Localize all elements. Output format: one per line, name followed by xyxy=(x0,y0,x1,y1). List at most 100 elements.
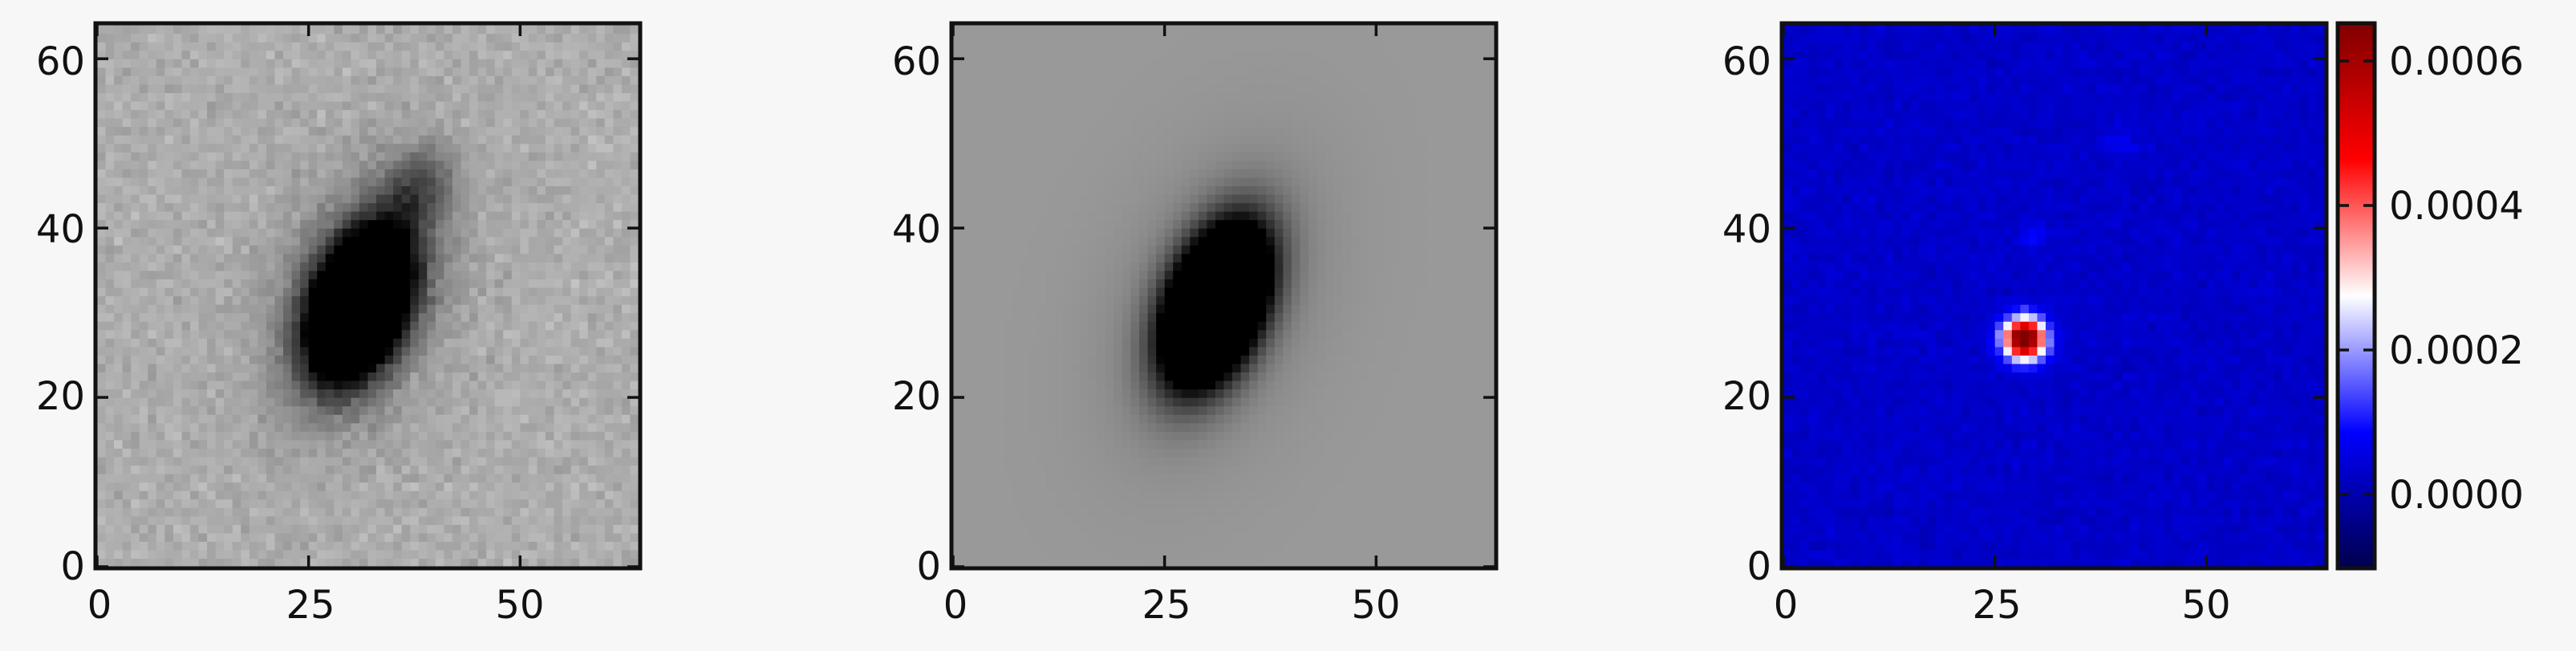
heatmap-cell xyxy=(258,515,267,525)
heatmap-cell xyxy=(317,338,327,348)
heatmap-cell xyxy=(1080,549,1089,559)
heatmap-cell xyxy=(172,33,183,43)
heatmap-cell xyxy=(494,262,504,271)
heatmap-cell xyxy=(604,397,614,407)
heatmap-cell xyxy=(172,490,183,500)
heatmap-cell xyxy=(494,126,504,136)
heatmap-cell xyxy=(122,100,132,111)
heatmap-cell xyxy=(528,33,538,43)
heatmap-cell xyxy=(317,270,327,280)
heatmap-cell xyxy=(325,515,335,525)
heatmap-cell xyxy=(596,549,606,559)
heatmap-cell xyxy=(596,253,606,262)
heatmap-cell xyxy=(258,389,267,398)
heatmap-cell xyxy=(444,465,453,474)
heatmap-cell xyxy=(1240,482,1250,491)
heatmap-cell xyxy=(359,372,369,381)
heatmap-cell xyxy=(300,211,310,221)
heatmap-cell xyxy=(1198,465,1208,474)
heatmap-cell xyxy=(401,532,411,542)
heatmap-cell xyxy=(596,346,606,356)
heatmap-cell xyxy=(359,59,369,68)
heatmap-cell xyxy=(1105,549,1114,559)
heatmap-cell xyxy=(384,109,394,119)
heatmap-cell xyxy=(325,83,335,93)
heatmap-cell xyxy=(308,295,318,305)
heatmap-cell xyxy=(1300,507,1309,517)
heatmap-cell xyxy=(105,67,115,76)
heatmap-cell xyxy=(418,498,428,508)
heatmap-cell xyxy=(579,389,589,398)
heatmap-cell xyxy=(122,422,132,432)
heatmap-cell xyxy=(410,329,420,339)
heatmap-cell xyxy=(435,118,445,128)
heatmap-cell xyxy=(258,126,267,136)
heatmap-cell xyxy=(570,33,580,43)
heatmap-cell xyxy=(486,262,496,271)
heatmap-cell xyxy=(249,363,258,373)
heatmap-cell xyxy=(494,507,504,517)
heatmap-cell xyxy=(1207,515,1216,525)
heatmap-cell xyxy=(613,100,623,111)
heatmap-cell xyxy=(164,532,174,542)
heatmap-cell xyxy=(978,482,988,491)
heatmap-cell xyxy=(630,507,639,517)
heatmap-cell xyxy=(114,363,124,373)
heatmap-cell xyxy=(172,109,183,119)
heatmap-cell xyxy=(181,177,191,186)
heatmap-cell xyxy=(114,549,124,559)
heatmap-cell xyxy=(376,25,386,35)
heatmap-cell xyxy=(97,456,107,466)
heatmap-cell xyxy=(604,380,614,390)
heatmap-cell xyxy=(596,507,606,517)
heatmap-cell xyxy=(452,329,462,339)
heatmap-cell xyxy=(444,100,453,111)
heatmap-cell xyxy=(1190,524,1199,534)
heatmap-cell xyxy=(131,262,140,271)
heatmap-cell xyxy=(291,321,301,331)
heatmap-cell xyxy=(613,363,623,373)
heatmap-cell xyxy=(554,295,563,305)
heatmap-cell xyxy=(418,549,428,559)
heatmap-cell xyxy=(554,25,563,35)
heatmap-cell xyxy=(587,507,597,517)
heatmap-cell xyxy=(181,135,191,144)
heatmap-cell xyxy=(351,515,360,525)
heatmap-cell xyxy=(105,532,115,542)
heatmap-cell xyxy=(562,346,572,356)
heatmap-cell xyxy=(241,193,250,204)
heatmap-cell xyxy=(249,279,258,288)
heatmap-cell xyxy=(172,338,183,348)
heatmap-cell xyxy=(1469,558,1479,568)
heatmap-cell xyxy=(351,329,360,339)
heatmap-cell xyxy=(114,67,124,76)
heatmap-cell xyxy=(232,50,241,59)
heatmap-cell xyxy=(1426,482,1436,491)
heatmap-cell xyxy=(190,262,200,271)
heatmap-cell xyxy=(613,160,623,169)
heatmap-cell xyxy=(1359,498,1369,508)
heatmap-cell xyxy=(427,169,436,178)
heatmap-cell xyxy=(460,279,470,288)
heatmap-cell xyxy=(410,380,420,390)
heatmap-cell xyxy=(418,262,428,271)
heatmap-cell xyxy=(427,498,436,508)
heatmap-cell xyxy=(97,219,107,229)
heatmap-cell xyxy=(300,295,310,305)
heatmap-cell xyxy=(258,312,267,322)
heatmap-cell xyxy=(164,169,174,178)
heatmap-cell xyxy=(587,380,597,390)
heatmap-cell xyxy=(274,304,284,314)
heatmap-cell xyxy=(164,541,174,551)
heatmap-cell xyxy=(376,414,386,424)
heatmap-cell xyxy=(114,295,124,305)
heatmap-cell xyxy=(317,389,327,398)
heatmap-cell xyxy=(1156,558,1166,568)
heatmap-cell xyxy=(249,83,258,93)
heatmap-cell xyxy=(156,304,165,314)
heatmap-cell xyxy=(224,541,233,551)
heatmap-cell xyxy=(1283,549,1292,559)
heatmap-cell xyxy=(325,507,335,517)
heatmap-cell xyxy=(1401,507,1411,517)
heatmap-cell xyxy=(367,33,377,43)
